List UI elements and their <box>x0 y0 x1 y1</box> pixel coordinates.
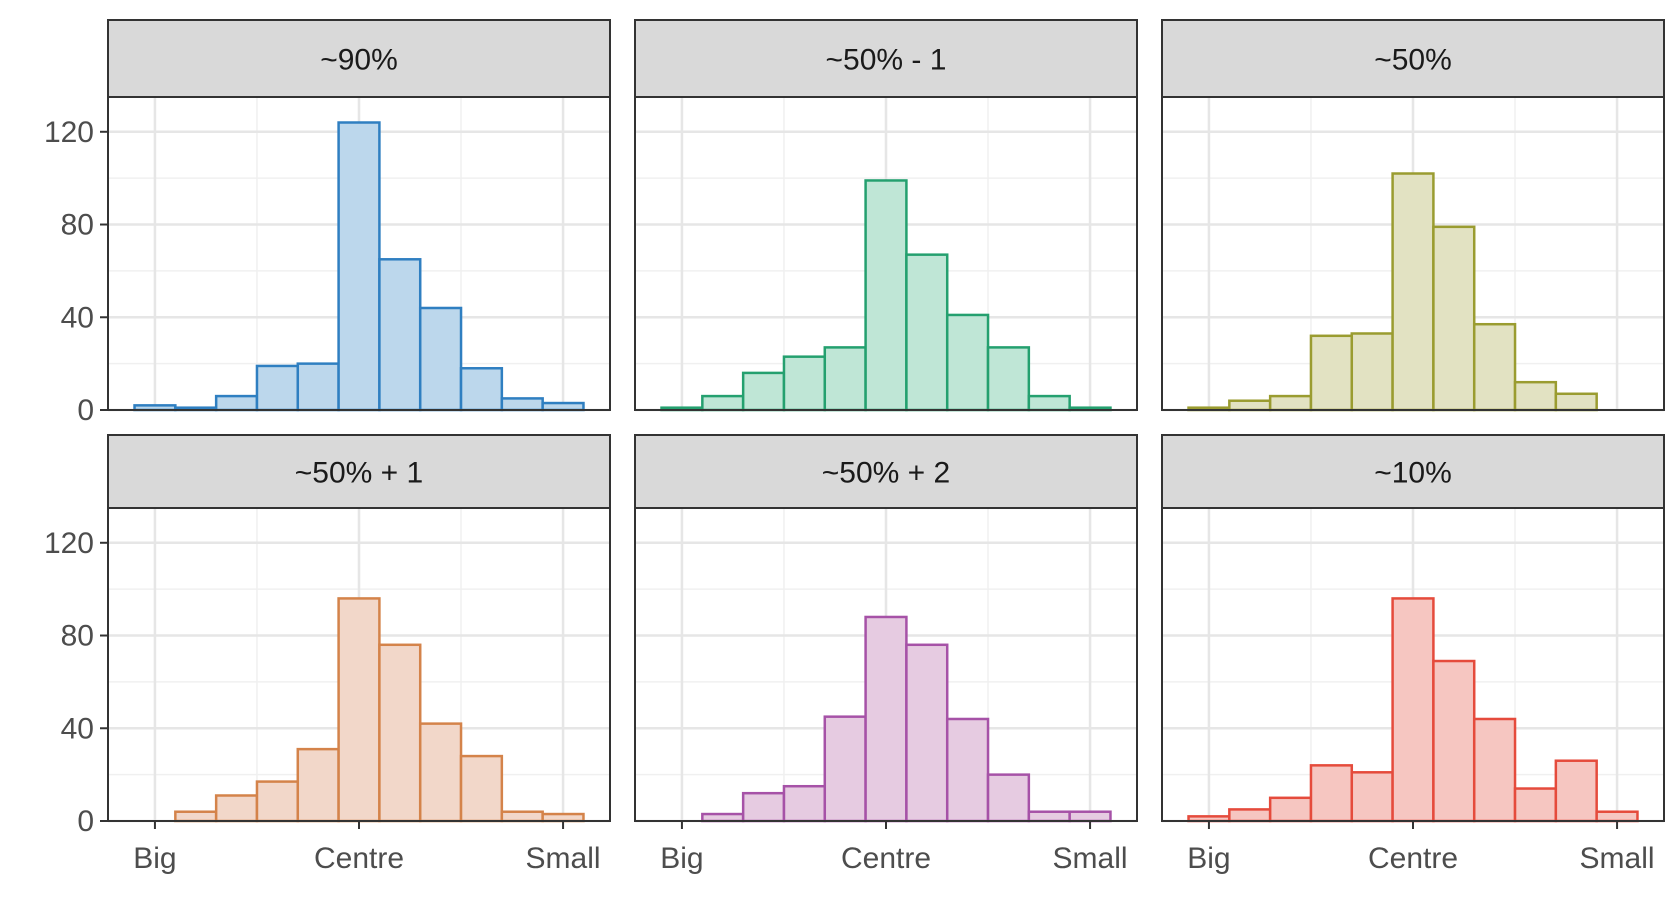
histogram-bar <box>823 715 867 823</box>
panel-border <box>107 96 611 411</box>
histogram-bar <box>337 597 381 823</box>
facet-panel: ~10% Big Centre Small <box>1161 434 1665 875</box>
histogram-bar <box>1350 771 1394 823</box>
histogram-bar <box>1391 597 1435 823</box>
facet-panel: ~50% + 2 Big Centre Small <box>634 434 1138 875</box>
histogram-bar <box>378 643 422 823</box>
histogram-bar <box>701 812 745 823</box>
histogram-bar <box>864 179 908 412</box>
histogram-bar <box>296 362 340 412</box>
facet-strip-label: ~50% <box>1374 44 1452 77</box>
panel-border <box>634 96 1138 411</box>
histogram-bar <box>945 717 990 823</box>
histogram-bar <box>214 394 259 412</box>
histogram-bar <box>741 371 786 412</box>
y-tick-label: 80 <box>61 620 94 653</box>
histogram-bar <box>459 367 504 412</box>
histogram-bar <box>1391 172 1435 412</box>
histogram-bar <box>1228 808 1272 823</box>
x-tick-label: Small <box>1053 842 1128 875</box>
histogram-bar <box>1472 322 1517 412</box>
y-tick-label: 40 <box>61 301 94 334</box>
y-tick-label: 120 <box>44 527 94 560</box>
facet-strip <box>634 19 1138 98</box>
histogram-bar <box>541 401 585 412</box>
facet-panel: ~50% <box>1161 19 1665 412</box>
histogram-bar <box>1554 392 1598 412</box>
histogram-bar <box>255 780 300 823</box>
histogram-bar <box>864 615 908 823</box>
x-tick-label: Centre <box>1368 842 1458 875</box>
facet-strip <box>1161 434 1665 509</box>
y-tick-label: 120 <box>44 116 94 149</box>
histogram-bar <box>905 253 949 412</box>
x-tick-label: Big <box>660 842 703 875</box>
histogram-bar <box>1228 399 1272 412</box>
facet-strip <box>634 434 1138 509</box>
y-tick-label: 80 <box>61 209 94 242</box>
facet-strip <box>107 19 611 98</box>
x-tick-label: Centre <box>314 842 404 875</box>
histogram-bar <box>1268 394 1313 412</box>
histogram-bar <box>1432 659 1476 823</box>
histogram-bar <box>1350 332 1394 412</box>
histogram-bar <box>1268 796 1313 823</box>
facet-strip-label: ~90% <box>320 44 398 77</box>
histogram-bar <box>418 722 463 823</box>
facet-panel: ~90% 0 40 80 120 <box>44 19 611 427</box>
x-tick-label: Big <box>1187 842 1230 875</box>
histogram-bar <box>986 346 1031 412</box>
histogram-bar <box>823 346 867 412</box>
histogram-bar <box>500 397 544 412</box>
histogram-bar <box>1027 394 1071 412</box>
histogram-bar <box>378 258 422 412</box>
x-tick-label: Big <box>133 842 176 875</box>
histogram-bar <box>782 784 827 823</box>
histogram-bar <box>782 355 827 412</box>
histogram-bar <box>1554 759 1598 823</box>
histogram-bar <box>418 306 463 412</box>
facet-panel: ~50% + 1 0 40 80 120 Big Centre Small <box>44 434 611 875</box>
facet-strip-label: ~10% <box>1374 457 1452 490</box>
facet-strip <box>107 434 611 509</box>
x-tick-label: Small <box>526 842 601 875</box>
histogram-bar <box>905 643 949 823</box>
panel-border <box>1161 96 1665 411</box>
facet-panel: ~50% - 1 <box>634 19 1138 412</box>
histogram-bar <box>701 394 745 412</box>
x-tick-label: Small <box>1580 842 1655 875</box>
facet-strip-label: ~50% + 1 <box>295 457 423 490</box>
histogram-bar <box>1595 810 1639 823</box>
histogram-bar <box>1472 717 1517 823</box>
histogram-bar <box>541 812 585 823</box>
histogram-bar <box>945 313 990 412</box>
histogram-bar <box>1027 810 1071 823</box>
histogram-bar <box>1432 225 1476 412</box>
histogram-bar <box>1309 334 1354 412</box>
histogram-bar <box>500 810 544 823</box>
facet-strip-label: ~50% - 1 <box>826 44 947 77</box>
histogram-bar <box>296 747 340 823</box>
histogram-bar <box>214 794 259 823</box>
histogram-bar <box>1513 380 1558 412</box>
histogram-bar <box>174 810 218 823</box>
histogram-bar <box>459 754 504 823</box>
histogram-bar <box>1068 810 1112 823</box>
histogram-bar <box>337 121 381 412</box>
facet-strip-label: ~50% + 2 <box>822 457 950 490</box>
histogram-bar <box>741 791 786 823</box>
histogram-bar <box>255 364 300 412</box>
y-tick-label: 0 <box>77 394 94 427</box>
histogram-bar <box>986 773 1031 823</box>
x-tick-label: Centre <box>841 842 931 875</box>
histogram-bar <box>1513 787 1558 823</box>
histogram-bar <box>1309 764 1354 823</box>
y-tick-label: 40 <box>61 712 94 745</box>
y-tick-label: 0 <box>77 805 94 838</box>
